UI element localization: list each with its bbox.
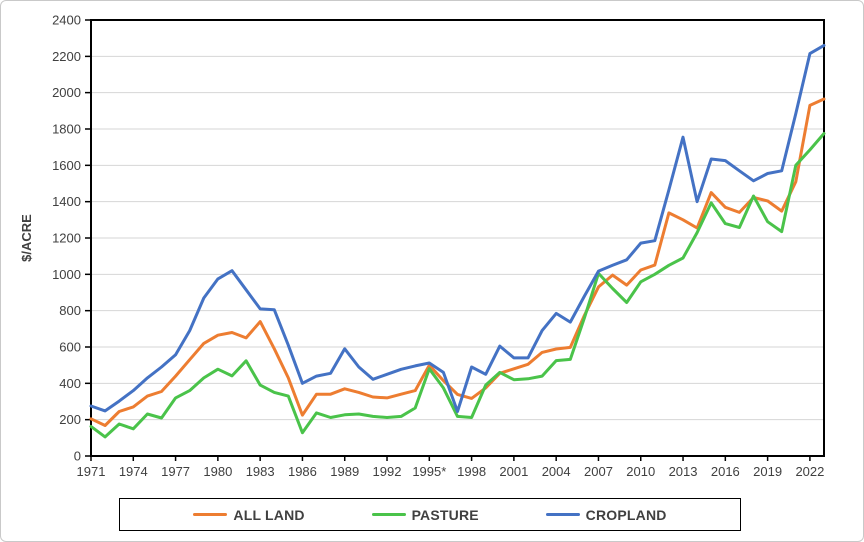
y-tick-label: 2000 [52,85,81,100]
x-tick-label: 2019 [753,464,782,479]
x-tick-label: 2010 [626,464,655,479]
x-tick-label: 1980 [203,464,232,479]
x-tick-label: 1971 [77,464,106,479]
x-tick-label: 1992 [373,464,402,479]
y-tick-label: 400 [59,376,81,391]
x-tick-label: 2004 [542,464,571,479]
y-tick-label: 1800 [52,122,81,137]
y-tick-label: 2200 [52,49,81,64]
x-axis: 1971 1974 1977 1980 1983 1986 1989 1992 1995* 199… [77,456,824,479]
all-land-line-swatch [193,512,228,517]
legend-label-pasture: PASTURE [411,506,479,523]
series-line-all-land [89,97,826,427]
legend-label-cropland: CROPLAND [585,506,667,523]
x-tick-label: 2001 [499,464,528,479]
y-tick-label: 1000 [52,267,81,282]
series-line-cropland [89,43,826,413]
y-axis: 0 200 400 600 800 1000 1200 1400 1600 1800 2000 220… [52,13,91,464]
x-tick-label: 1998 [457,464,486,479]
x-tick-label: 1989 [330,464,359,479]
x-tick-label: 2007 [584,464,613,479]
cropland-line-swatch [545,512,580,517]
y-tick-label: 200 [59,412,81,427]
y-tick-label: 2400 [52,13,81,28]
gridlines [91,19,824,421]
pasture-line-swatch [371,512,406,517]
series-line-pasture [89,132,826,439]
x-tick-label: 1983 [246,464,275,479]
y-tick-label: 800 [59,303,81,318]
legend-item-all-land: ALL LAND [193,506,305,523]
legend-item-cropland: CROPLAND [545,506,667,523]
x-tick-label: 2013 [669,464,698,479]
legend: ALL LAND PASTURE CROPLAND [119,498,741,531]
y-axis-title: $/ACRE [19,214,34,262]
y-tick-label: 600 [59,340,81,355]
x-tick-label: 2022 [795,464,824,479]
legend-label-all-land: ALL LAND [233,506,305,523]
y-tick-label: 0 [74,449,81,464]
x-tick-label: 1986 [288,464,317,479]
x-tick-label: 2016 [711,464,740,479]
x-tick-label: 1974 [119,464,148,479]
x-tick-label: 1977 [161,464,190,479]
x-tick-label: 1995* [412,464,446,479]
y-tick-label: 1400 [52,194,81,209]
legend-item-pasture: PASTURE [371,506,479,523]
y-tick-label: 1600 [52,158,81,173]
y-tick-label: 1200 [52,231,81,246]
